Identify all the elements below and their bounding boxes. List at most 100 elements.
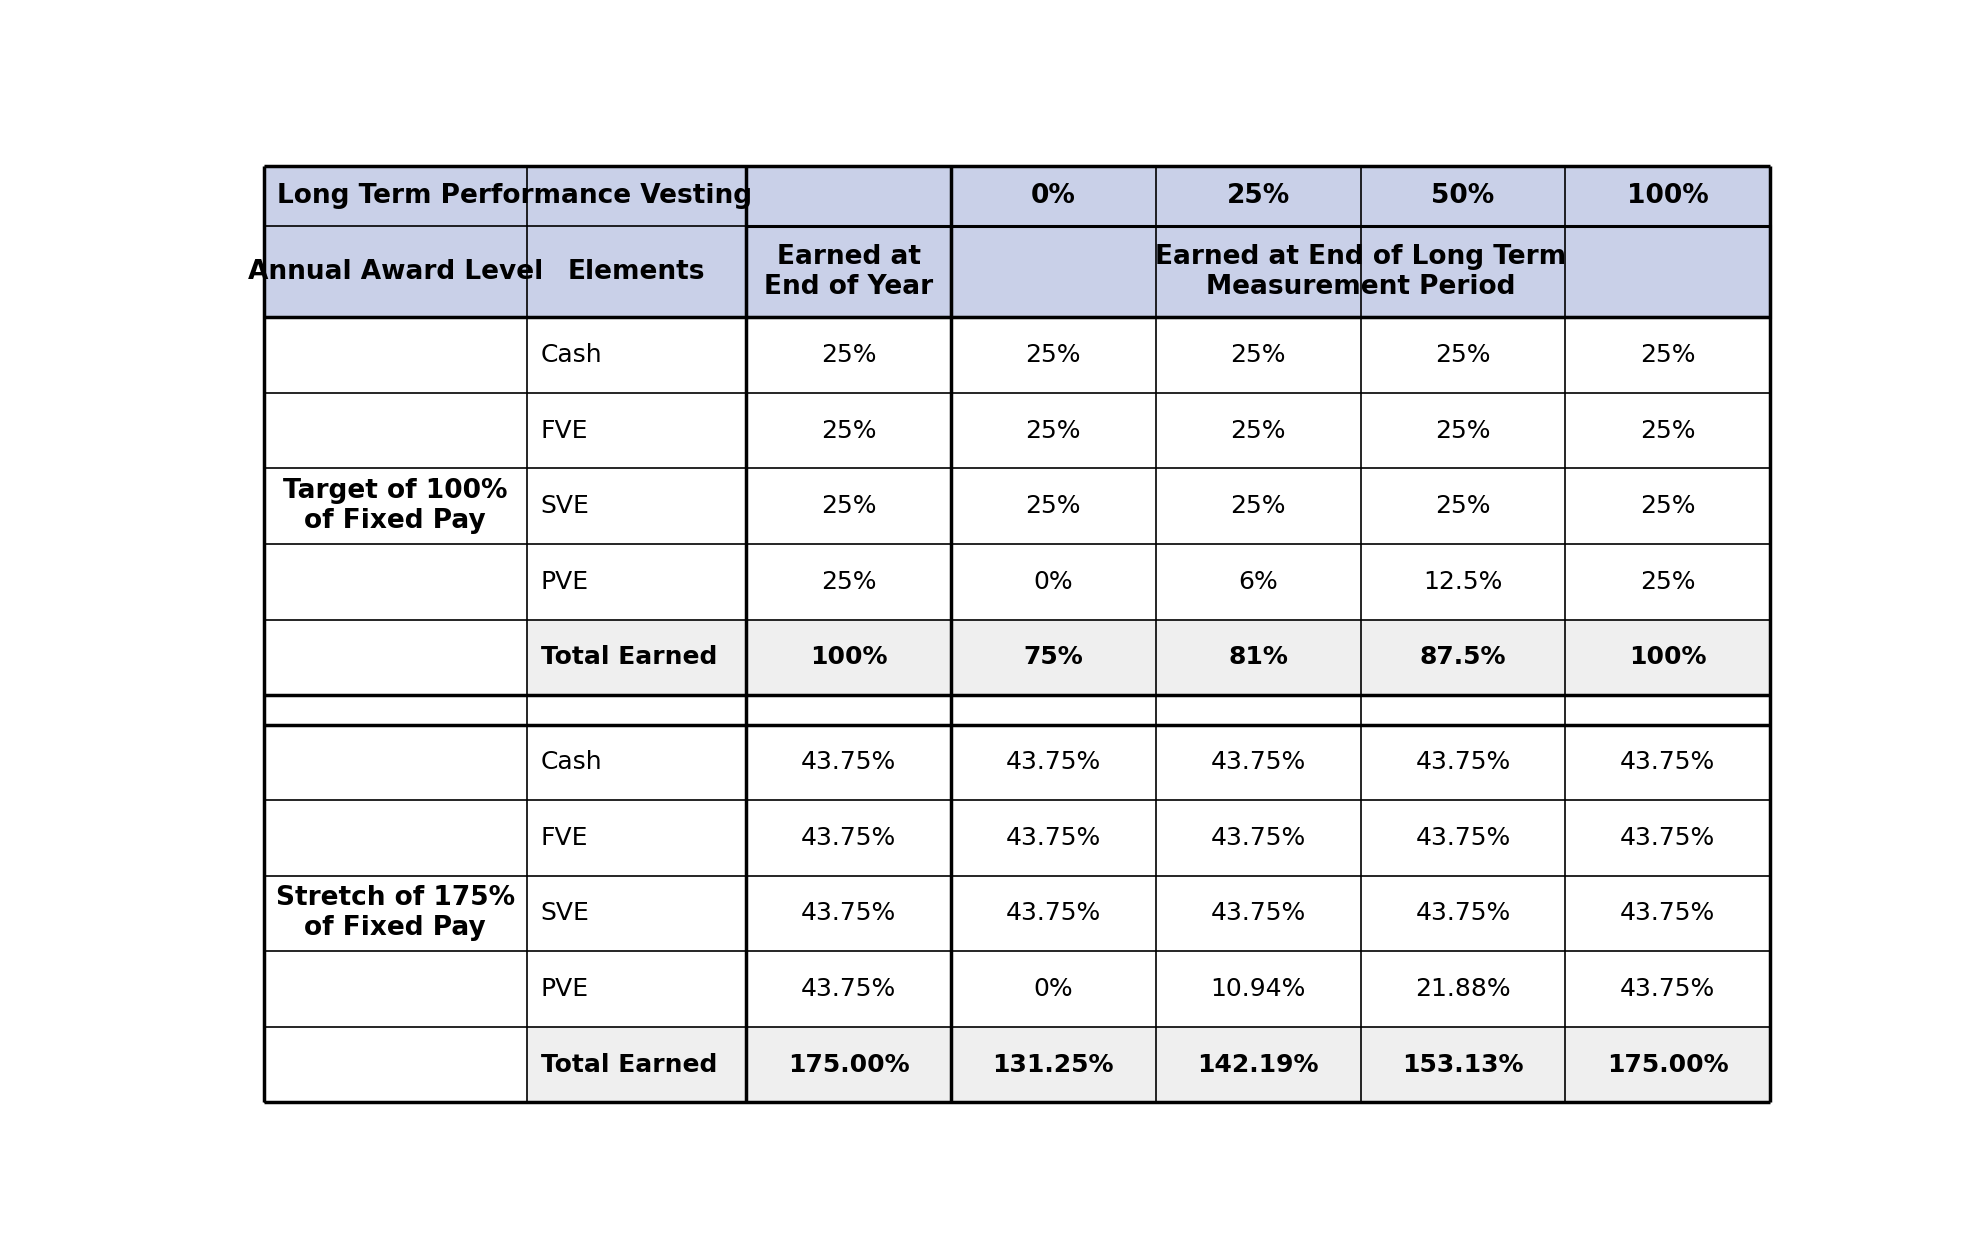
Bar — [950, 544, 1157, 619]
Bar — [746, 318, 950, 393]
Text: Cash: Cash — [542, 750, 603, 774]
Text: 43.75%: 43.75% — [1210, 902, 1305, 926]
Bar — [1361, 318, 1565, 393]
Text: 12.5%: 12.5% — [1423, 570, 1502, 594]
Text: 25%: 25% — [1230, 495, 1286, 519]
Text: 100%: 100% — [1629, 646, 1706, 669]
Text: 131.25%: 131.25% — [992, 1053, 1115, 1076]
Text: 25%: 25% — [1026, 418, 1081, 442]
Bar — [1361, 1027, 1565, 1103]
Text: 43.75%: 43.75% — [802, 902, 897, 926]
Bar — [1157, 725, 1361, 800]
Text: Long Term Performance Vesting: Long Term Performance Vesting — [278, 183, 752, 210]
Bar — [1157, 875, 1361, 951]
Text: 75%: 75% — [1024, 646, 1083, 669]
Text: Total Earned: Total Earned — [542, 1053, 716, 1076]
Text: FVE: FVE — [542, 826, 587, 850]
Bar — [264, 619, 528, 696]
Text: 175.00%: 175.00% — [1607, 1053, 1728, 1076]
Bar — [1157, 544, 1361, 619]
Text: 25%: 25% — [821, 495, 877, 519]
Bar — [1157, 951, 1361, 1027]
Bar — [950, 318, 1157, 393]
Text: 25%: 25% — [1026, 495, 1081, 519]
Text: Cash: Cash — [542, 343, 603, 367]
Text: Stretch of 175%
of Fixed Pay: Stretch of 175% of Fixed Pay — [276, 885, 514, 942]
Text: PVE: PVE — [542, 570, 589, 594]
Bar — [1565, 951, 1770, 1027]
Bar — [746, 1027, 950, 1103]
Bar — [528, 800, 746, 875]
Text: 25%: 25% — [1641, 570, 1696, 594]
Text: 25%: 25% — [1641, 343, 1696, 367]
Bar — [528, 725, 746, 800]
Bar — [1565, 468, 1770, 544]
Bar — [264, 875, 528, 951]
Text: 25%: 25% — [821, 418, 877, 442]
Text: 87.5%: 87.5% — [1421, 646, 1506, 669]
Text: Total Earned: Total Earned — [542, 646, 716, 669]
Text: 25%: 25% — [1230, 343, 1286, 367]
Bar — [746, 619, 950, 696]
Text: 25%: 25% — [1026, 343, 1081, 367]
Bar — [950, 226, 1770, 318]
Bar — [264, 166, 1770, 226]
Bar — [1157, 800, 1361, 875]
Text: 43.75%: 43.75% — [1006, 826, 1101, 850]
Bar — [1361, 619, 1565, 696]
Bar — [1565, 544, 1770, 619]
Text: Annual Award Level: Annual Award Level — [248, 259, 544, 285]
Text: 25%: 25% — [1434, 418, 1490, 442]
Bar — [1157, 318, 1361, 393]
Text: 0%: 0% — [1032, 183, 1075, 210]
Text: 25%: 25% — [821, 343, 877, 367]
Text: 25%: 25% — [1434, 495, 1490, 519]
Bar — [1157, 1027, 1361, 1103]
Text: 43.75%: 43.75% — [1415, 750, 1510, 774]
Bar — [528, 951, 746, 1027]
Bar — [746, 800, 950, 875]
Bar — [1565, 393, 1770, 468]
Text: 100%: 100% — [1627, 183, 1708, 210]
Text: FVE: FVE — [542, 418, 587, 442]
Bar — [264, 393, 528, 468]
Text: 25%: 25% — [1434, 343, 1490, 367]
Bar — [950, 1027, 1157, 1103]
Bar — [1361, 725, 1565, 800]
Bar — [1361, 800, 1565, 875]
Bar — [264, 725, 528, 800]
Bar — [264, 544, 528, 619]
Bar — [746, 725, 950, 800]
Bar — [528, 1027, 746, 1103]
Text: 43.75%: 43.75% — [1621, 977, 1716, 1001]
Text: 43.75%: 43.75% — [1210, 750, 1305, 774]
Bar — [528, 318, 746, 393]
Bar — [746, 468, 950, 544]
Text: 0%: 0% — [1034, 570, 1073, 594]
Text: 0%: 0% — [1034, 977, 1073, 1001]
Text: SVE: SVE — [542, 902, 589, 926]
Bar — [950, 800, 1157, 875]
Bar — [264, 800, 528, 875]
Bar — [264, 318, 528, 393]
Text: 43.75%: 43.75% — [1210, 826, 1305, 850]
Text: 25%: 25% — [1641, 495, 1696, 519]
Text: 43.75%: 43.75% — [802, 826, 897, 850]
Bar — [1361, 468, 1565, 544]
Text: Earned at
End of Year: Earned at End of Year — [764, 244, 932, 300]
Bar — [1361, 875, 1565, 951]
Bar — [950, 393, 1157, 468]
Text: Target of 100%
of Fixed Pay: Target of 100% of Fixed Pay — [284, 479, 508, 534]
Bar — [746, 544, 950, 619]
Text: 43.75%: 43.75% — [1621, 750, 1716, 774]
Bar — [950, 725, 1157, 800]
Bar — [1565, 800, 1770, 875]
Bar — [264, 696, 1770, 725]
Text: 50%: 50% — [1430, 183, 1494, 210]
Text: 25%: 25% — [821, 570, 877, 594]
Bar — [1565, 1027, 1770, 1103]
Text: 10.94%: 10.94% — [1210, 977, 1305, 1001]
Bar — [1157, 393, 1361, 468]
Bar — [528, 619, 746, 696]
Text: 43.75%: 43.75% — [1006, 750, 1101, 774]
